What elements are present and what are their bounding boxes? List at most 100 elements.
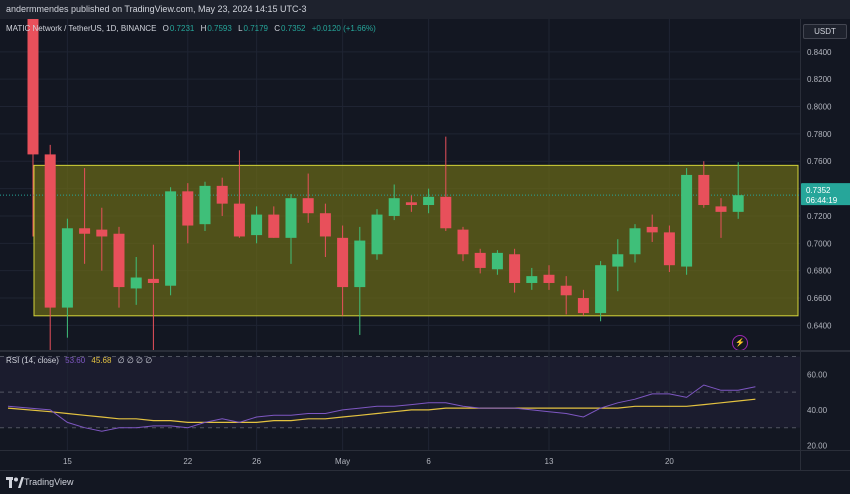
quote-currency-button[interactable]: USDT: [803, 24, 847, 39]
last-price-tag: [801, 183, 850, 206]
candle-body: [543, 274, 555, 283]
candle-33: [595, 261, 607, 322]
low-label: L: [238, 24, 243, 33]
candle-body: [457, 229, 469, 255]
price-tick-label-6: 0.7200: [807, 212, 832, 221]
candle-24: [440, 136, 452, 232]
candle-body: [474, 252, 486, 268]
candle-body: [216, 185, 228, 204]
candle-body: [595, 265, 607, 314]
price-tick-label-9: 0.6600: [807, 294, 832, 303]
rsi-value: 53.60: [65, 356, 86, 365]
candle-7: [147, 244, 159, 350]
price-scale[interactable]: 0.84000.82000.80000.78000.76000.74000.72…: [800, 19, 850, 450]
candle-20: [371, 209, 383, 260]
price-tick-label-8: 0.6800: [807, 267, 832, 276]
candle-19: [354, 226, 366, 335]
time-tick-label-2: 26: [252, 457, 261, 466]
high-value: 0.7593: [207, 24, 232, 33]
time-tick-label-6: 20: [665, 457, 674, 466]
candle-31: [560, 276, 572, 315]
candle-body: [285, 198, 297, 238]
candle-6: [130, 256, 142, 305]
price-chart[interactable]: [0, 19, 800, 350]
price-tick-label-1: 0.8200: [807, 75, 832, 84]
candle-38: [681, 168, 693, 275]
rsi-tick-label-0: 60.00: [807, 370, 828, 379]
rsi-chart[interactable]: [0, 352, 800, 450]
time-axis[interactable]: 15 22 26 May 6 13 20: [0, 450, 800, 471]
candle-body: [405, 202, 417, 206]
tradingview-logo-icon: [6, 477, 24, 488]
candle-25: [457, 226, 469, 262]
candle-body: [251, 214, 263, 236]
candle-9: [182, 183, 194, 244]
candle-15: [285, 194, 297, 264]
candle-12: [233, 150, 245, 238]
candle-27: [491, 250, 503, 275]
candle-body: [165, 191, 177, 286]
candle-0: [27, 19, 39, 237]
price-tick-label-3: 0.7800: [807, 130, 832, 139]
candle-body: [319, 213, 331, 237]
candle-body: [509, 254, 521, 283]
candle-body: [147, 278, 159, 283]
axis-corner: [800, 450, 850, 471]
candle-body: [96, 229, 108, 237]
candle-body: [629, 228, 641, 255]
candle-body: [27, 19, 39, 155]
candle-body: [44, 154, 56, 308]
candle-body: [268, 214, 280, 238]
pane-separator[interactable]: [0, 350, 850, 352]
candle-36: [646, 214, 658, 242]
price-tick-label-10: 0.6400: [807, 321, 832, 330]
candle-39: [698, 161, 710, 208]
candle-body: [113, 233, 125, 288]
candle-5: [113, 226, 125, 308]
candle-30: [543, 265, 555, 290]
candle-body: [199, 185, 211, 225]
candle-body: [560, 285, 572, 296]
candle-13: [251, 206, 263, 244]
candle-18: [337, 225, 349, 316]
time-tick-label-1: 22: [183, 457, 192, 466]
candle-body: [526, 276, 538, 283]
candle-body: [337, 237, 349, 288]
candle-17: [319, 203, 331, 257]
candle-body: [698, 174, 710, 206]
symbol-title[interactable]: MATIC Network / TetherUS, 1D, BINANCE: [6, 24, 157, 33]
rsi-ma-value: 45.68: [91, 356, 112, 365]
candle-body: [491, 252, 503, 270]
time-tick-label-5: 13: [545, 457, 554, 466]
candle-1: [44, 144, 56, 350]
candle-40: [715, 198, 727, 238]
price-tick-label-4: 0.7600: [807, 157, 832, 166]
candle-14: [268, 206, 280, 238]
rsi-line: [7, 384, 756, 432]
low-value: 0.7179: [243, 24, 268, 33]
candle-body: [354, 240, 366, 288]
candle-body: [79, 228, 91, 234]
rsi-ma-line: [7, 398, 756, 424]
candle-body: [440, 196, 452, 229]
candle-4: [96, 207, 108, 271]
candle-32: [577, 289, 589, 316]
close-value: 0.7352: [281, 24, 306, 33]
rsi-name[interactable]: RSI (14, close): [6, 356, 59, 365]
candle-2: [61, 218, 73, 338]
candle-34: [612, 239, 624, 292]
candle-21: [388, 184, 400, 221]
candle-28: [509, 248, 521, 293]
candle-body: [646, 226, 658, 233]
rsi-tick-label-2: 20.00: [807, 442, 828, 450]
alert-icon[interactable]: ⚡: [732, 335, 748, 351]
last-price-label: 0.7352: [806, 186, 831, 195]
candle-body: [130, 277, 142, 289]
candle-body: [577, 298, 589, 314]
candle-10: [199, 181, 211, 232]
candle-body: [663, 232, 675, 266]
open-label: O: [162, 24, 169, 33]
brand-name[interactable]: TradingView: [24, 477, 74, 487]
candle-3: [79, 168, 91, 264]
